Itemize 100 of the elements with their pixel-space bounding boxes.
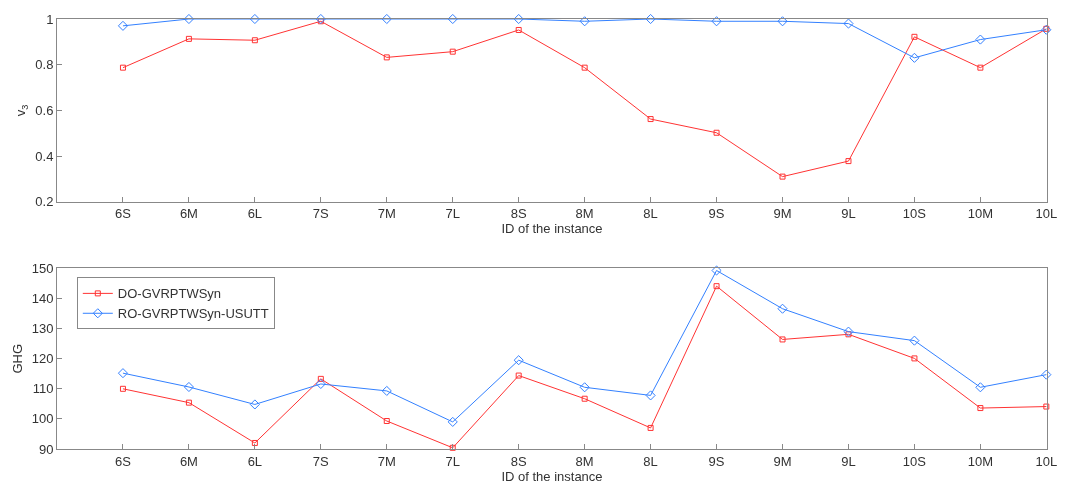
point [579, 382, 590, 393]
point [777, 303, 788, 314]
point [315, 378, 326, 390]
x-tick-label: 7S [312, 453, 330, 469]
point [911, 33, 918, 40]
y-tick-label: 110 [32, 381, 54, 397]
x-tick-label: 7S [312, 206, 330, 222]
point [383, 54, 390, 61]
x-tick-label: 9L [841, 453, 856, 469]
x-tick-label: 10L [1035, 453, 1058, 469]
x-tick-label: 6S [115, 206, 132, 222]
x-tick-label: 10M [967, 206, 994, 222]
point [581, 64, 588, 71]
point [779, 336, 786, 343]
x-tick-label: 6S [115, 453, 132, 469]
point [449, 48, 456, 55]
point [317, 375, 324, 382]
y-tick-label: 0.4 [35, 148, 54, 164]
x-tick-label: 8S [510, 453, 527, 469]
y-axis-title: GHG [9, 343, 25, 374]
x-tick-label: 8S [510, 206, 527, 222]
point [909, 52, 920, 63]
x-tick-label: 7L [445, 206, 460, 222]
y-tick-label: 1 [46, 11, 54, 27]
x-tick-label: 9L [841, 206, 856, 222]
point [185, 35, 192, 42]
point [977, 405, 984, 412]
x-tick-label: 9S [708, 206, 725, 222]
point [119, 385, 126, 392]
y-tick-label: 120 [31, 351, 54, 367]
point [513, 355, 524, 366]
point [779, 173, 786, 180]
x-tick-label: 8M [575, 453, 594, 469]
point [185, 399, 192, 406]
point [315, 13, 326, 25]
point [381, 13, 392, 25]
y-tick-label: 0.2 [35, 194, 54, 210]
point [845, 158, 852, 165]
legend-label: RO-GVRPTWSyn-USUTT [117, 306, 269, 322]
point [447, 416, 458, 427]
x-tick-label: 9M [773, 206, 792, 222]
x-tick-label: 6M [179, 206, 198, 222]
point [251, 439, 258, 446]
point [119, 64, 126, 71]
x-tick-label: 10M [967, 453, 994, 469]
point [713, 129, 720, 136]
y-tick-label: 130 [31, 321, 54, 337]
x-tick-label: 6L [247, 453, 263, 469]
point [713, 283, 720, 290]
x-tick-label: 9M [773, 453, 792, 469]
point [249, 399, 260, 410]
point [711, 16, 722, 27]
x-tick-label: 8M [575, 206, 594, 222]
point [711, 265, 722, 276]
point [645, 13, 656, 25]
point [117, 368, 129, 379]
point [975, 34, 986, 45]
point [581, 395, 588, 402]
point [777, 16, 788, 27]
point [447, 13, 458, 25]
x-tick-label: 8L [643, 453, 658, 469]
y-tick-label: 150 [31, 260, 54, 276]
point [975, 382, 986, 393]
x-tick-label: 10S [902, 453, 927, 469]
x-tick-label: 10L [1035, 206, 1058, 222]
y-tick-label: 140 [31, 291, 54, 307]
x-tick-label: 7M [377, 206, 396, 222]
point [251, 37, 258, 44]
x-tick-label: 8L [643, 206, 658, 222]
point [515, 26, 522, 33]
point [1041, 369, 1052, 380]
x-axis-title: ID of the instance [501, 221, 603, 237]
point [183, 13, 194, 25]
x-tick-label: 7M [377, 453, 396, 469]
y-tick-label: 0.8 [35, 57, 54, 73]
y-tick-label: 0.6 [35, 102, 54, 118]
point [117, 20, 129, 31]
point [183, 381, 194, 393]
point [383, 418, 390, 425]
point [645, 390, 656, 401]
point [977, 64, 984, 71]
point [249, 13, 260, 25]
point [579, 16, 590, 27]
x-tick-label: 10S [902, 206, 927, 222]
point [513, 13, 524, 25]
point [911, 355, 918, 362]
point [647, 424, 654, 431]
point [1043, 403, 1050, 410]
x-tick-label: 6M [179, 453, 198, 469]
point [843, 326, 854, 337]
x-tick-label: 7L [445, 453, 460, 469]
y-tick-label: 90 [38, 441, 54, 457]
x-axis-title: ID of the instance [501, 468, 603, 484]
x-tick-label: 6L [247, 206, 263, 222]
point [381, 385, 392, 396]
point [647, 116, 654, 123]
point [909, 335, 920, 346]
legend-label: DO-GVRPTWSyn [117, 286, 222, 302]
x-tick-label: 9S [708, 453, 725, 469]
y-tick-label: 100 [31, 411, 54, 427]
